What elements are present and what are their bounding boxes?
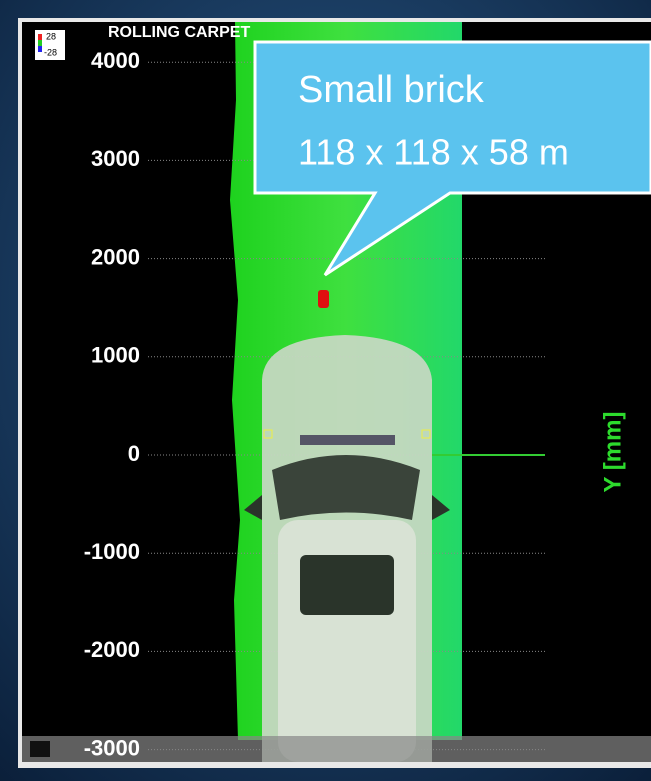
y-tick-label: 2000 <box>91 244 140 269</box>
axis-label: Y [mm] <box>599 412 626 493</box>
y-tick-label: -1000 <box>84 539 140 564</box>
y-tick-label: 0 <box>128 441 140 466</box>
y-tick-label: 4000 <box>91 48 140 73</box>
callout: Small brick 118 x 118 x 58 m <box>253 40 651 277</box>
vehicle <box>244 335 450 762</box>
brick-detection <box>318 290 329 308</box>
callout-dims: 118 x 118 x 58 m <box>298 132 569 173</box>
colorbar-max: 28 <box>46 31 56 41</box>
y-tick-label: -3000 <box>84 735 140 760</box>
title: ROLLING CARPET <box>108 24 250 41</box>
callout-title: Small brick <box>298 69 485 111</box>
corner-icon <box>30 741 50 757</box>
y-tick-label: -2000 <box>84 637 140 662</box>
colorbar: 28 -28 <box>35 30 65 60</box>
y-tick-label: 1000 <box>91 343 140 368</box>
bottom-strip <box>22 736 651 762</box>
y-tick-label: 3000 <box>91 146 140 171</box>
colorbar-min: -28 <box>44 47 57 57</box>
